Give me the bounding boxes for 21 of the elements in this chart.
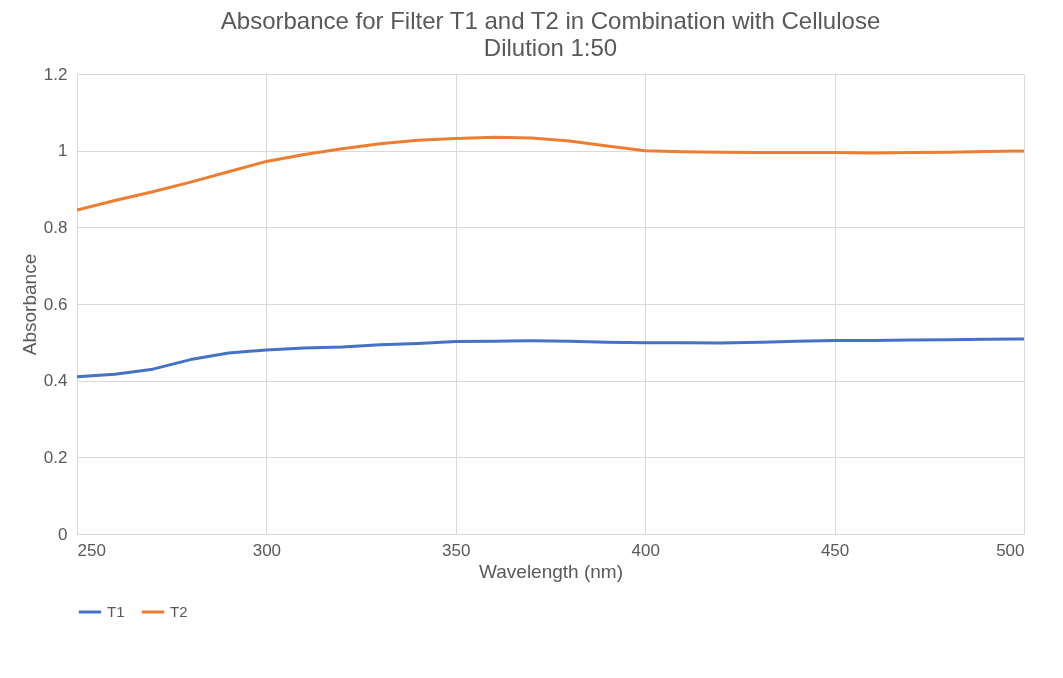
x-tick-label: 400	[631, 540, 660, 560]
x-tick-label: 250	[77, 540, 106, 560]
x-tick-label: 450	[820, 540, 850, 560]
line-series	[77, 337, 1024, 379]
y-tick-label: 0	[58, 524, 68, 544]
y-tick-label: 0.2	[43, 447, 68, 467]
line-series	[77, 135, 1024, 212]
legend-label: T2	[170, 603, 188, 620]
legend-label: T1	[107, 603, 125, 620]
y-tick-label: 0.8	[43, 217, 68, 237]
y-tick-label: 0.6	[43, 294, 68, 314]
chart-title: Absorbance for Filter T1 and T2 in Combination with Cellulose	[220, 7, 881, 34]
y-axis-title: Absorbance	[18, 253, 40, 356]
y-tick-label: 1	[58, 141, 68, 161]
x-tick-label: 350	[442, 540, 471, 560]
y-tick-label: 0.4	[43, 371, 68, 391]
chart-subtitle: Dilution 1:50	[483, 34, 618, 61]
x-tick-label: 500	[996, 540, 1025, 560]
x-axis-title: Wavelength (nm)	[479, 560, 623, 582]
y-tick-label: 1.2	[43, 64, 68, 84]
x-tick-label: 300	[252, 540, 282, 560]
